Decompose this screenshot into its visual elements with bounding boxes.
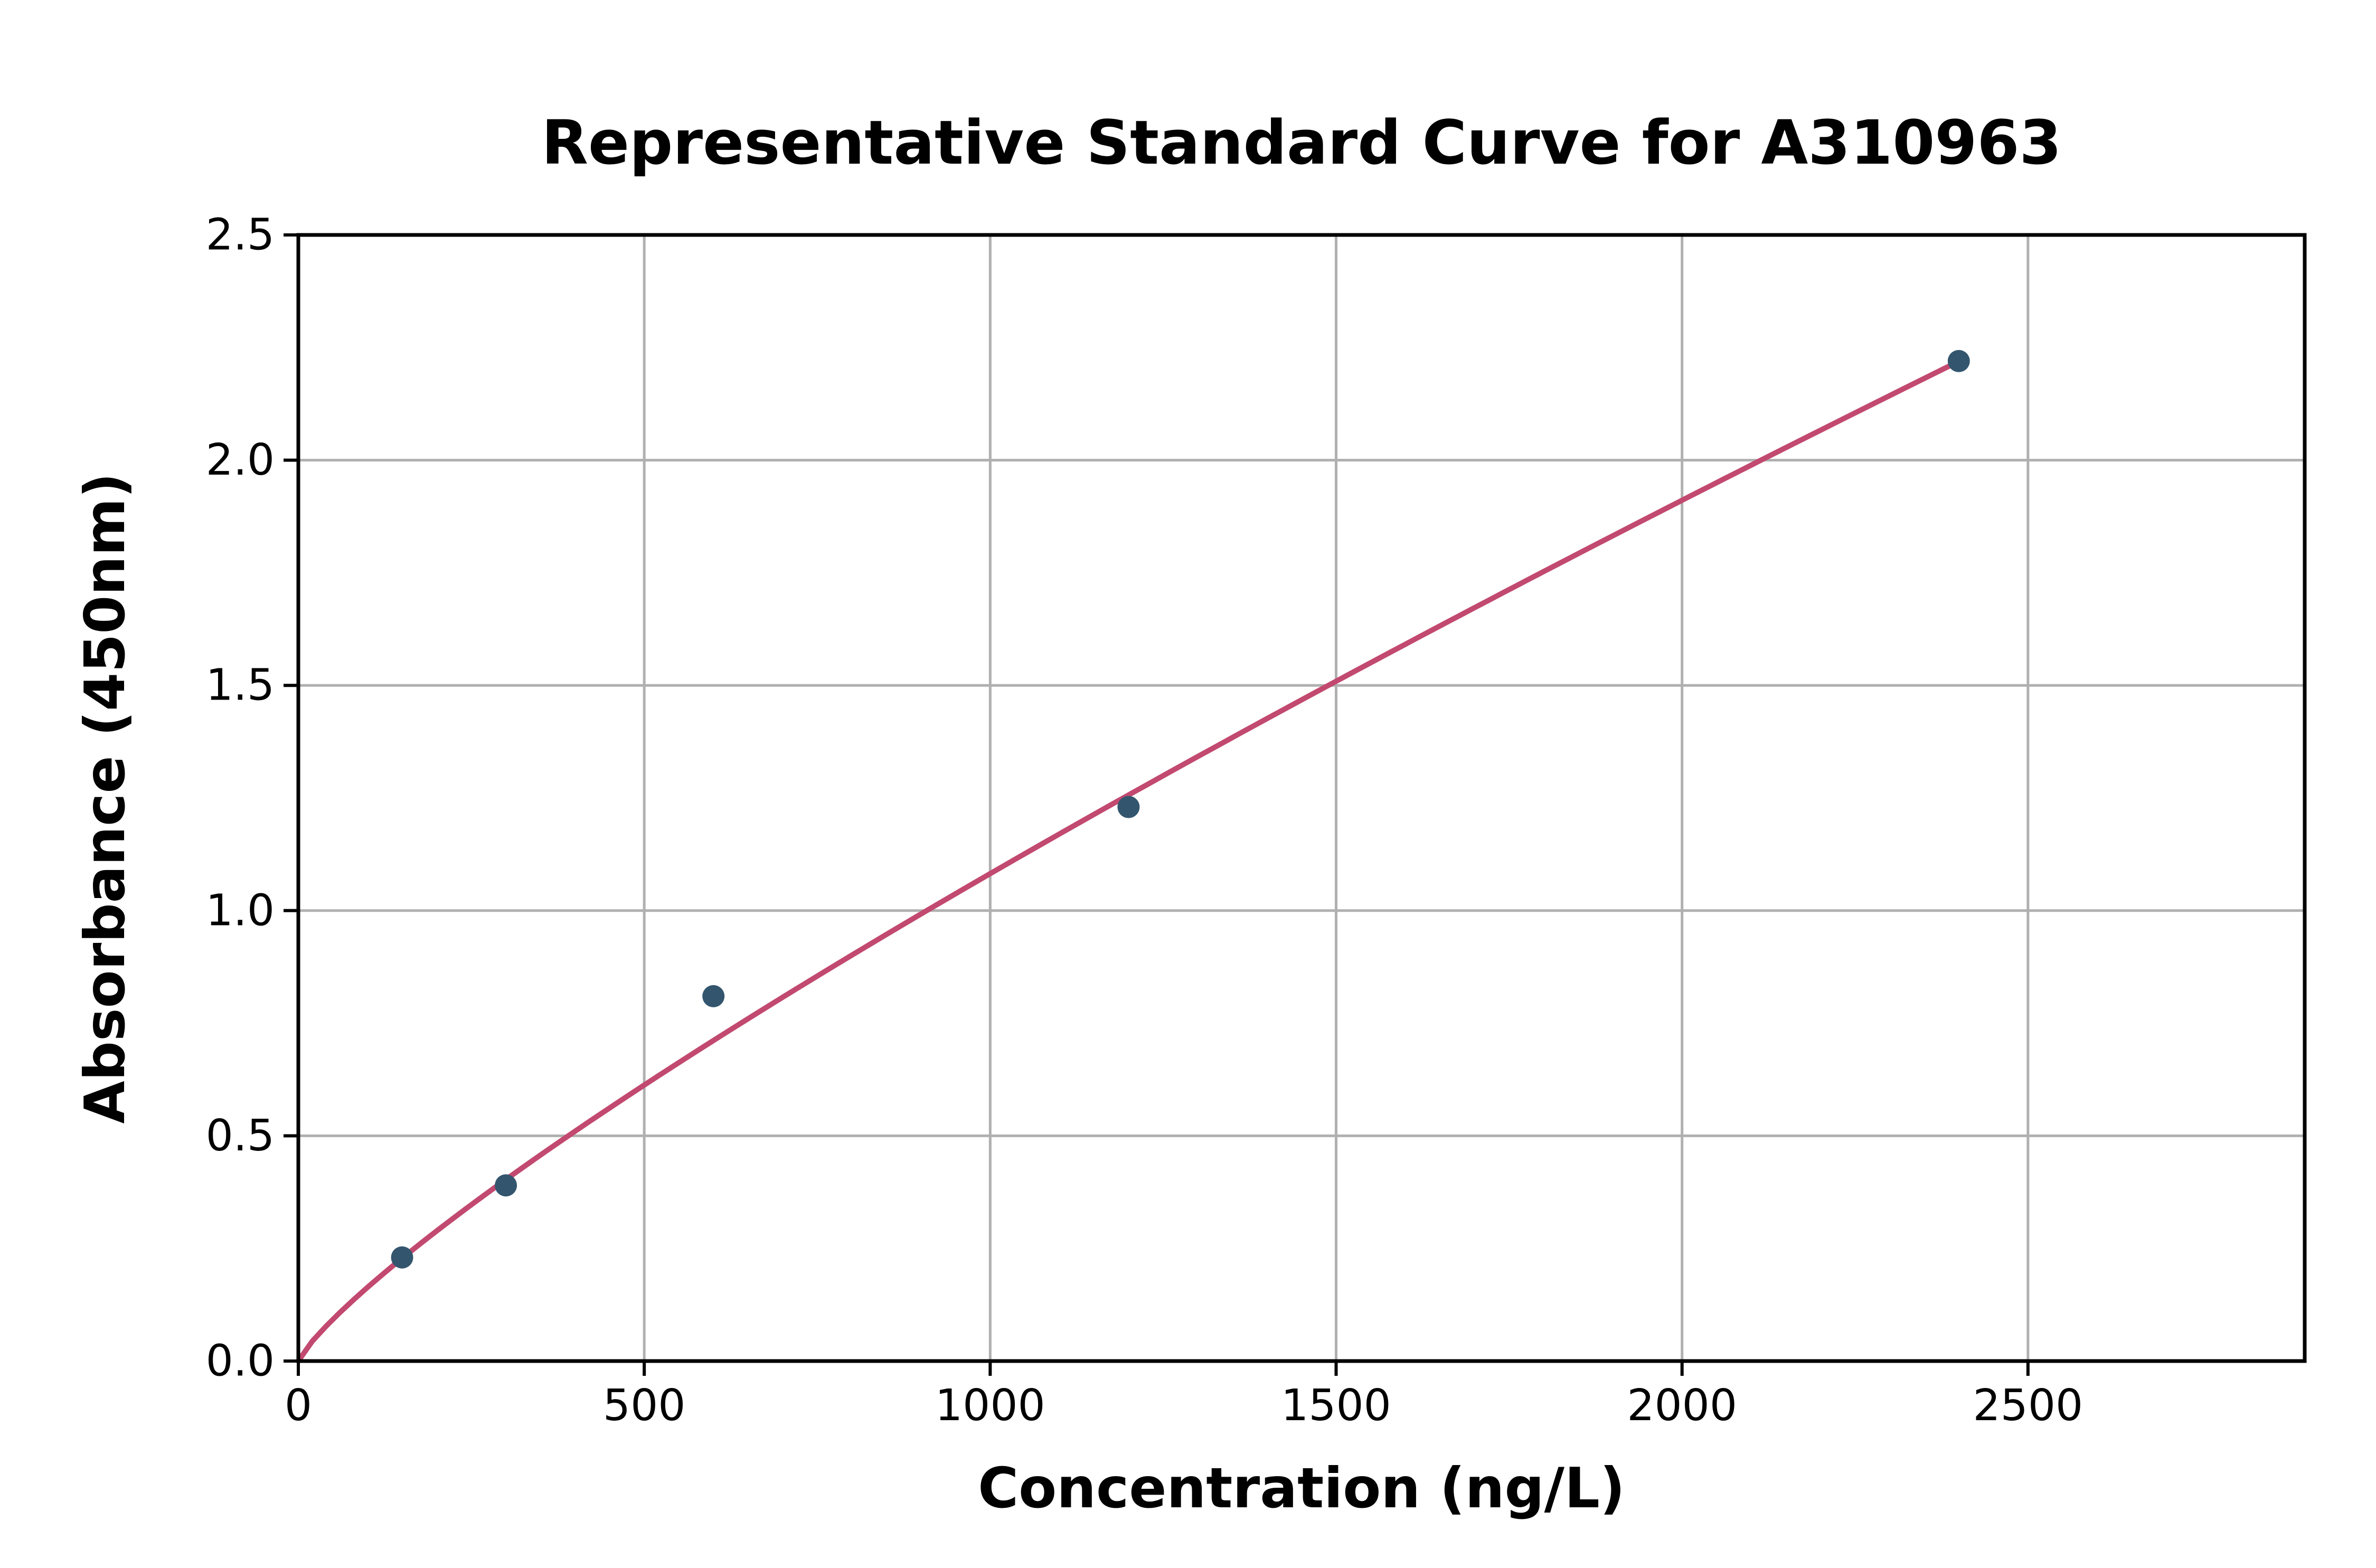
points-layer: [391, 350, 1970, 1269]
data-point: [391, 1246, 413, 1269]
data-point: [1117, 796, 1140, 818]
data-point: [495, 1174, 517, 1197]
chart-title: Representative Standard Curve for A31096…: [542, 108, 2062, 178]
ticks-layer: 0 500 1000 1500 2000 2500 0.0 0.5 1.0 1.5 2.0 2.5: [206, 210, 2083, 1431]
grid-layer: [297, 233, 2305, 1363]
x-tick-label: 0: [285, 1381, 312, 1431]
y-tick-label: 0.0: [206, 1336, 275, 1386]
y-tick-label: 0.5: [206, 1111, 275, 1161]
curve-layer: [296, 358, 1962, 1364]
x-tick-label: 1000: [935, 1381, 1045, 1431]
x-tick-label: 500: [603, 1381, 686, 1431]
y-tick-label: 2.5: [206, 210, 275, 260]
x-tick-label: 2000: [1627, 1381, 1737, 1431]
y-tick-label: 1.0: [206, 885, 275, 936]
x-tick-label: 1500: [1281, 1381, 1391, 1431]
y-tick-label: 2.0: [206, 435, 275, 485]
y-tick-label: 1.5: [206, 660, 275, 711]
fit-curve: [296, 358, 1962, 1364]
data-point: [702, 985, 725, 1007]
x-axis-label: Concentration (ng/L): [978, 1456, 1625, 1520]
y-axis-label: Absorbance (450nm): [73, 473, 137, 1124]
plot-border: [296, 233, 2307, 1363]
x-tick-label: 2500: [1973, 1381, 2083, 1431]
data-point: [1947, 350, 1970, 372]
